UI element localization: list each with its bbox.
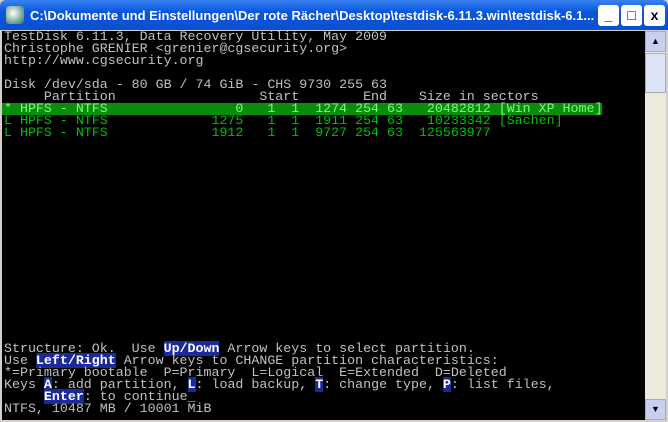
text: Structure: Ok. Use	[4, 341, 164, 356]
title-bar: C:\Dokumente und Einstellungen\Der rote …	[0, 0, 668, 30]
key-up-down: Up/Down	[163, 341, 220, 356]
text: : list files,	[450, 377, 555, 392]
key-enter: Enter	[43, 389, 84, 404]
key-l: L	[187, 377, 196, 392]
console-app-icon	[6, 6, 24, 24]
scroll-down-arrow-icon[interactable]: ▼	[645, 399, 666, 420]
key-t: T	[315, 377, 324, 392]
text: Arrow keys to select partition.	[219, 341, 475, 356]
legend-line: *=Primary bootable P=Primary L=Logical E…	[4, 365, 507, 380]
window-title: C:\Dokumente und Einstellungen\Der rote …	[30, 7, 595, 23]
close-button[interactable]: x	[644, 5, 665, 26]
text: : to continue_	[83, 389, 196, 404]
keys-line: Keys A: add partition, L: load backup, T…	[4, 377, 555, 392]
scrollbar-thumb[interactable]	[645, 53, 666, 93]
partition-row[interactable]: L HPFS - NTFS 1275 1 1 1911 254 63 10233…	[4, 113, 563, 128]
text: : add partition,	[51, 377, 188, 392]
text: Use	[4, 353, 36, 368]
text: : change type,	[323, 377, 443, 392]
partition-size-info: NTFS, 10487 MB / 10001 MiB	[4, 401, 212, 416]
partition-row[interactable]: L HPFS - NTFS 1912 1 1 9727 254 63 12556…	[4, 125, 491, 140]
text: Arrow keys to CHANGE partition character…	[115, 353, 499, 368]
vertical-scrollbar[interactable]: ▲ ▼	[645, 31, 666, 420]
column-headers: Partition Start End Size in sectors	[4, 89, 539, 104]
key-a: A	[43, 377, 52, 392]
console-output[interactable]: TestDisk 6.11.3, Data Recovery Utility, …	[2, 31, 645, 420]
disk-info: Disk /dev/sda - 80 GB / 74 GiB - CHS 973…	[4, 77, 388, 92]
help-line: Use Left/Right Arrow keys to CHANGE part…	[4, 353, 499, 368]
minimize-button[interactable]: _	[598, 5, 619, 26]
text: Keys	[4, 377, 44, 392]
key-p: P	[442, 377, 451, 392]
status-line: Structure: Ok. Use Up/Down Arrow keys to…	[4, 341, 475, 356]
enter-line: Enter: to continue_	[4, 389, 196, 404]
scroll-up-arrow-icon[interactable]: ▲	[645, 31, 666, 52]
text: : load backup,	[195, 377, 316, 392]
header-line: TestDisk 6.11.3, Data Recovery Utility, …	[4, 31, 388, 44]
header-line: Christophe GRENIER <grenier@cgsecurity.o…	[4, 41, 348, 56]
partition-row-selected[interactable]: * HPFS - NTFS 0 1 1 1274 254 63 20482812…	[2, 101, 603, 116]
key-left-right: Left/Right	[35, 353, 116, 368]
maximize-button[interactable]: □	[621, 5, 642, 26]
header-line: http://www.cgsecurity.org	[4, 53, 204, 68]
